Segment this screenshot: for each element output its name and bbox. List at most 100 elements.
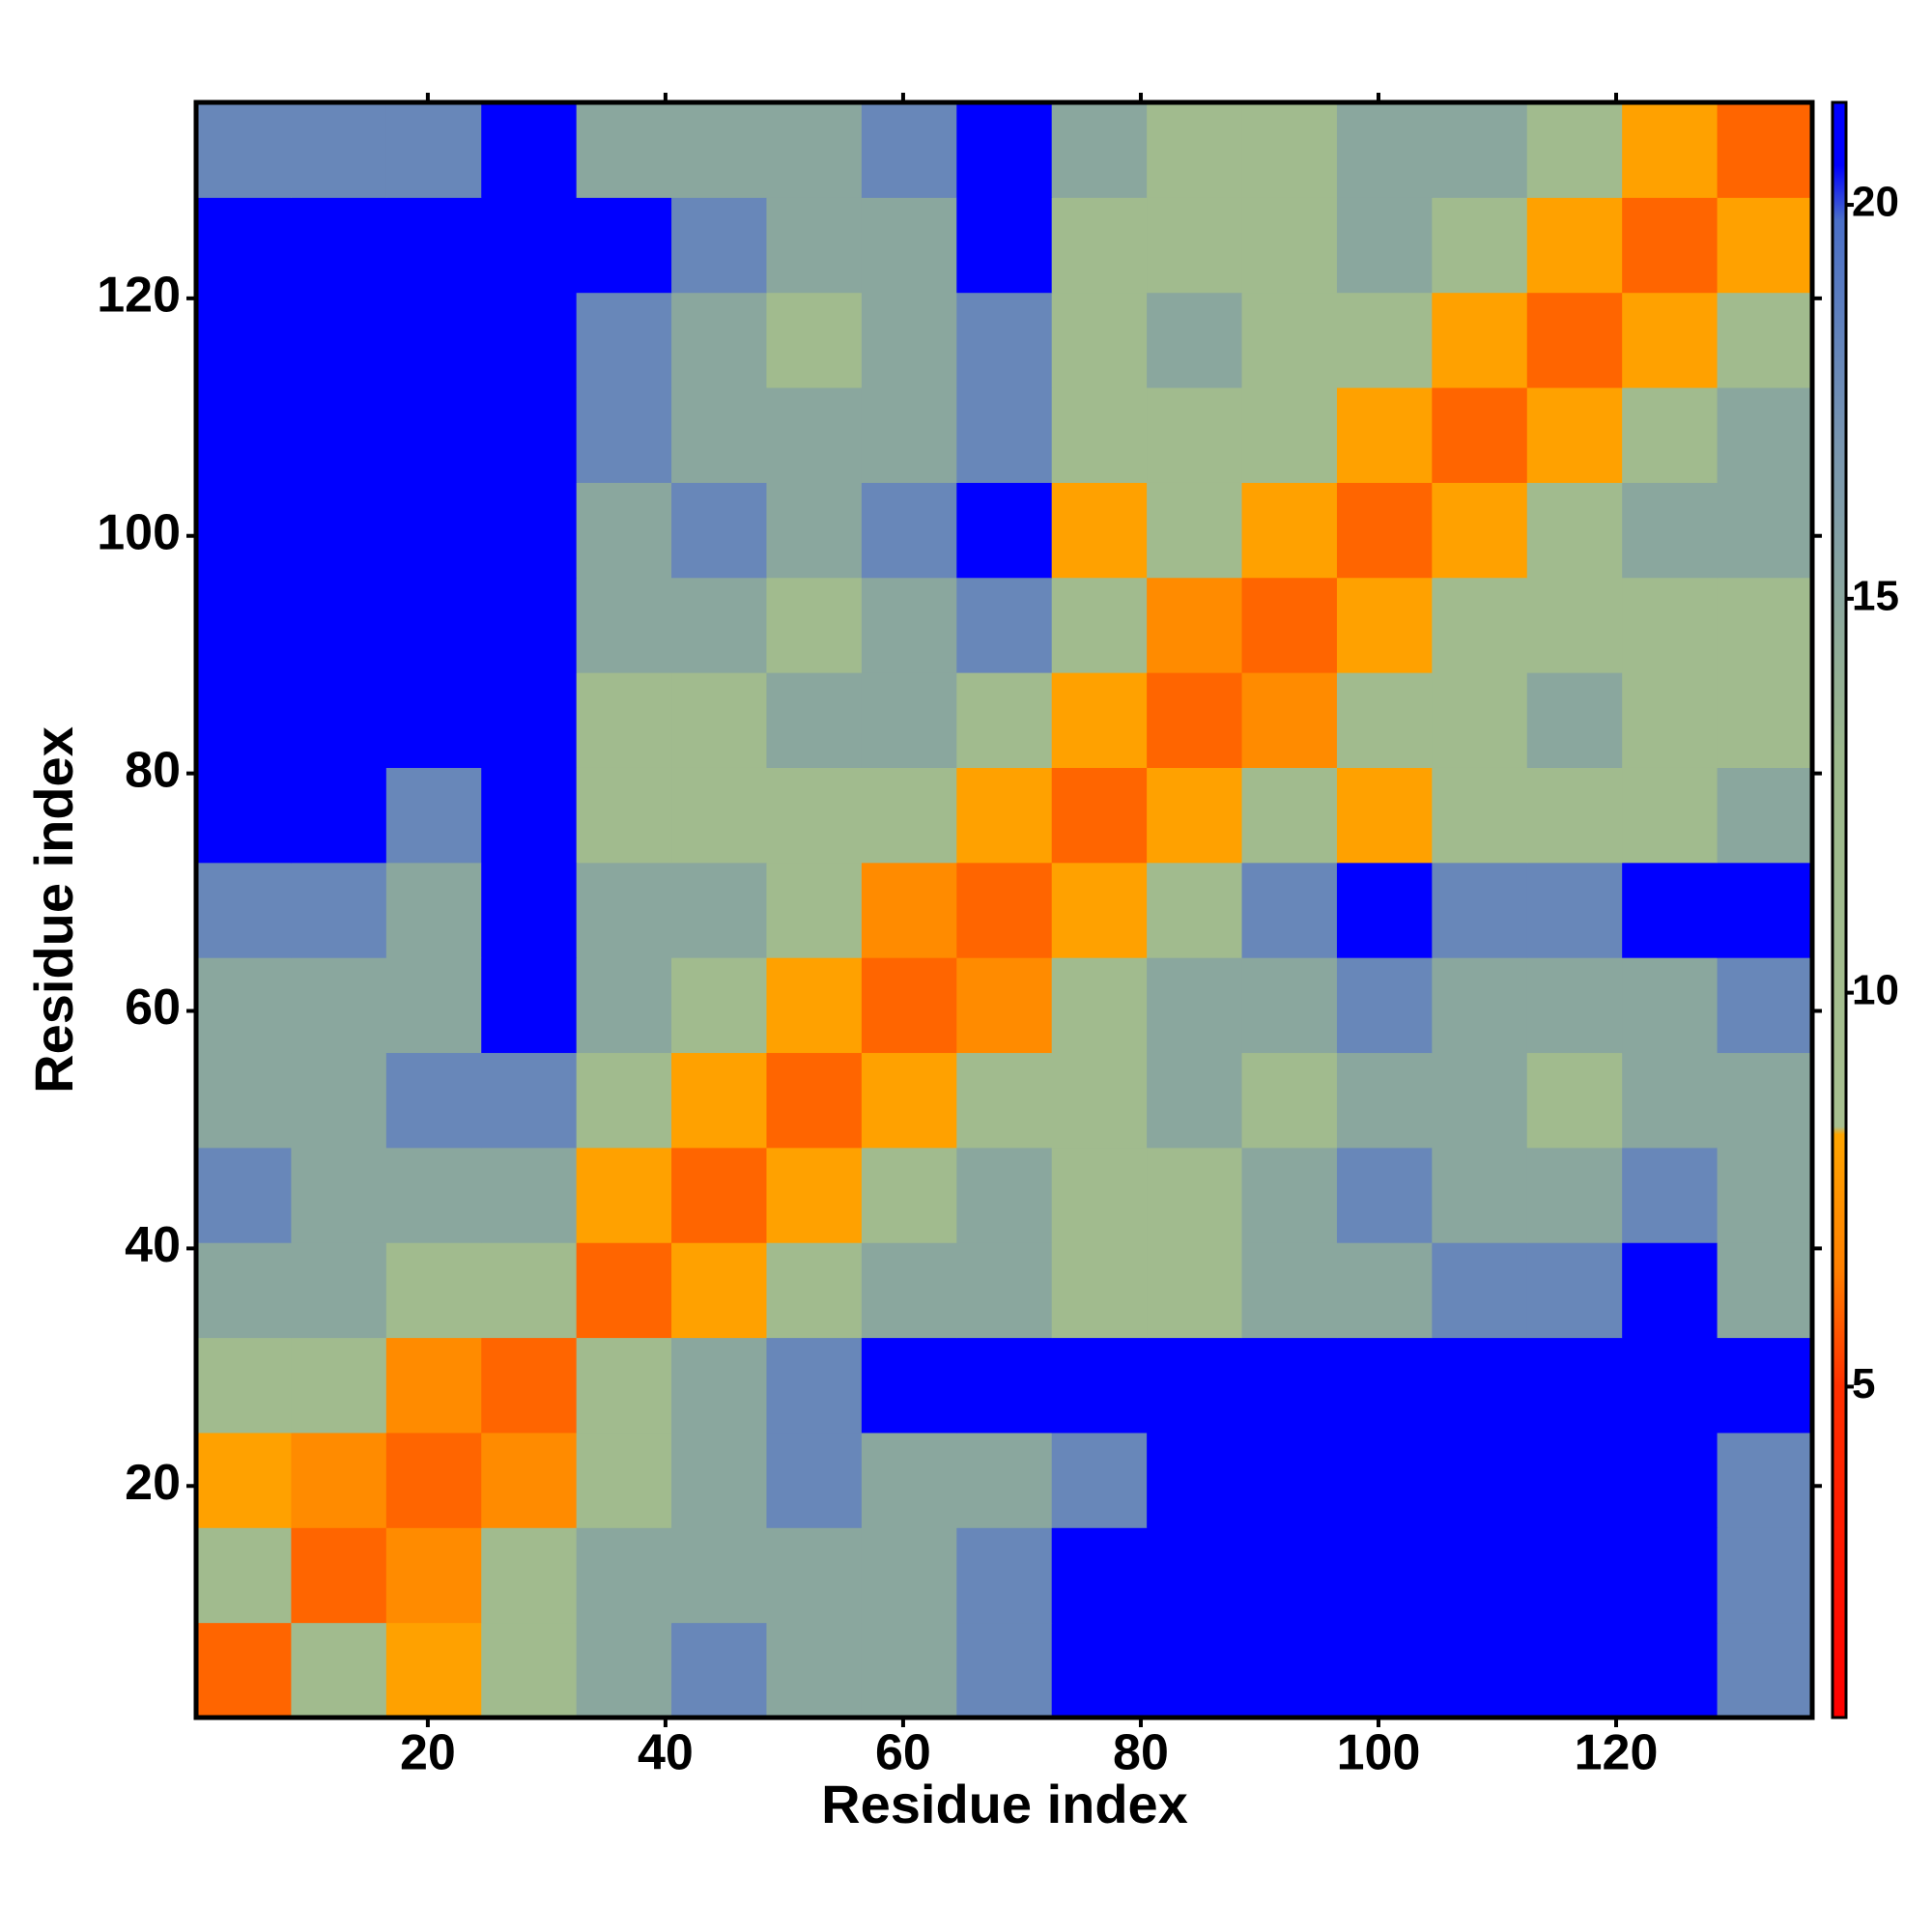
heatmap-cell bbox=[1717, 102, 1813, 198]
heatmap-cell bbox=[1051, 387, 1148, 483]
heatmap-cell bbox=[576, 1527, 672, 1624]
heatmap-cell bbox=[196, 577, 292, 673]
heatmap-cell bbox=[1526, 577, 1623, 673]
heatmap-cell bbox=[481, 102, 578, 198]
heatmap-cell bbox=[1622, 1147, 1719, 1243]
heatmap-cell bbox=[291, 482, 387, 579]
heatmap-cell bbox=[385, 387, 482, 483]
heatmap-cell bbox=[766, 197, 863, 294]
heatmap-cell bbox=[1147, 577, 1243, 673]
heatmap-cell bbox=[1147, 767, 1243, 864]
heatmap-cell bbox=[385, 1622, 482, 1719]
heatmap-cell bbox=[1622, 1242, 1719, 1339]
heatmap-cell bbox=[1336, 862, 1433, 958]
heatmap-cell bbox=[1147, 1147, 1243, 1243]
heatmap-cell bbox=[1147, 957, 1243, 1054]
heatmap-cell bbox=[1241, 1052, 1338, 1149]
heatmap-cell bbox=[861, 767, 957, 864]
heatmap-cell bbox=[385, 672, 482, 768]
heatmap-cell bbox=[1051, 1337, 1148, 1434]
heatmap-cell bbox=[196, 1337, 292, 1434]
heatmap-cell bbox=[291, 1622, 387, 1719]
colorbar-tick-label: 10 bbox=[1852, 966, 1899, 1013]
heatmap-cell bbox=[671, 767, 767, 864]
heatmap-cell bbox=[1051, 1052, 1148, 1149]
heatmap-cell bbox=[671, 387, 767, 483]
heatmap-cell bbox=[196, 1527, 292, 1624]
heatmap-cell bbox=[1051, 1527, 1148, 1624]
heatmap-cell bbox=[956, 197, 1053, 294]
heatmap-cell bbox=[1241, 1337, 1338, 1434]
heatmap-cell bbox=[1717, 197, 1813, 294]
y-tick-label: 60 bbox=[125, 980, 181, 1036]
heatmap-cell bbox=[1717, 1052, 1813, 1149]
heatmap-cell bbox=[861, 1622, 957, 1719]
heatmap-cell bbox=[861, 577, 957, 673]
y-tick-label: 100 bbox=[97, 504, 181, 560]
heatmap-cell bbox=[1051, 292, 1148, 388]
heatmap-cell bbox=[385, 1242, 482, 1339]
heatmap-cell bbox=[1526, 1432, 1623, 1528]
heatmap-cell bbox=[956, 957, 1053, 1054]
heatmap-cell bbox=[861, 482, 957, 579]
heatmap-cell bbox=[861, 1432, 957, 1528]
heatmap-cell bbox=[1336, 1527, 1433, 1624]
heatmap-cell bbox=[481, 1622, 578, 1719]
heatmap-cell bbox=[956, 862, 1053, 958]
heatmap-cell bbox=[196, 1052, 292, 1149]
heatmap-cell bbox=[1147, 1527, 1243, 1624]
heatmap-cell bbox=[766, 1147, 863, 1243]
heatmap-cell bbox=[1336, 957, 1433, 1054]
heatmap-cell bbox=[1051, 1242, 1148, 1339]
heatmap-cell bbox=[1622, 292, 1719, 388]
heatmap-cell bbox=[576, 767, 672, 864]
heatmap-cell bbox=[671, 1242, 767, 1339]
heatmap-cell bbox=[1622, 577, 1719, 673]
y-tick-label: 20 bbox=[125, 1455, 181, 1511]
heatmap-cell bbox=[1622, 1622, 1719, 1719]
heatmap-cell bbox=[385, 767, 482, 864]
heatmap-cell bbox=[291, 672, 387, 768]
heatmap-cell bbox=[1526, 1527, 1623, 1624]
heatmap-cell bbox=[956, 1242, 1053, 1339]
heatmap-cell bbox=[1241, 1242, 1338, 1339]
heatmap-cell bbox=[481, 862, 578, 958]
heatmap-cell bbox=[576, 197, 672, 294]
heatmap-cell bbox=[385, 862, 482, 958]
heatmap-cell bbox=[1147, 102, 1243, 198]
heatmap-cell bbox=[956, 1527, 1053, 1624]
heatmap-cell bbox=[766, 1622, 863, 1719]
heatmap-cell bbox=[291, 767, 387, 864]
heatmap-cell bbox=[1526, 102, 1623, 198]
heatmap-cell bbox=[1147, 1052, 1243, 1149]
heatmap-cell bbox=[291, 1337, 387, 1434]
heatmap-cell bbox=[576, 1242, 672, 1339]
heatmap-cell bbox=[291, 387, 387, 483]
heatmap-cell bbox=[671, 1622, 767, 1719]
heatmap-cell bbox=[956, 387, 1053, 483]
heatmap-cell bbox=[576, 672, 672, 768]
heatmap-cell bbox=[1717, 1242, 1813, 1339]
heatmap-cell bbox=[385, 1052, 482, 1149]
heatmap-cell bbox=[291, 862, 387, 958]
heatmap-cell bbox=[1526, 1052, 1623, 1149]
heatmap-cell bbox=[385, 197, 482, 294]
heatmap-cell bbox=[671, 957, 767, 1054]
heatmap-cell bbox=[861, 862, 957, 958]
heatmap-cell bbox=[1051, 1432, 1148, 1528]
heatmap-cell bbox=[1336, 1147, 1433, 1243]
heatmap-cell bbox=[1432, 292, 1528, 388]
heatmap-cell bbox=[481, 387, 578, 483]
heatmap-cell bbox=[956, 1622, 1053, 1719]
heatmap-cell bbox=[291, 1432, 387, 1528]
heatmap-cell bbox=[1622, 672, 1719, 768]
heatmap-cell bbox=[1147, 1432, 1243, 1528]
heatmap-cell bbox=[766, 1242, 863, 1339]
heatmap-cell bbox=[956, 292, 1053, 388]
heatmap-cell bbox=[1147, 387, 1243, 483]
heatmap-cell bbox=[766, 672, 863, 768]
heatmap-cell bbox=[1622, 197, 1719, 294]
heatmap-cell bbox=[1526, 862, 1623, 958]
heatmap-cell bbox=[1336, 1622, 1433, 1719]
